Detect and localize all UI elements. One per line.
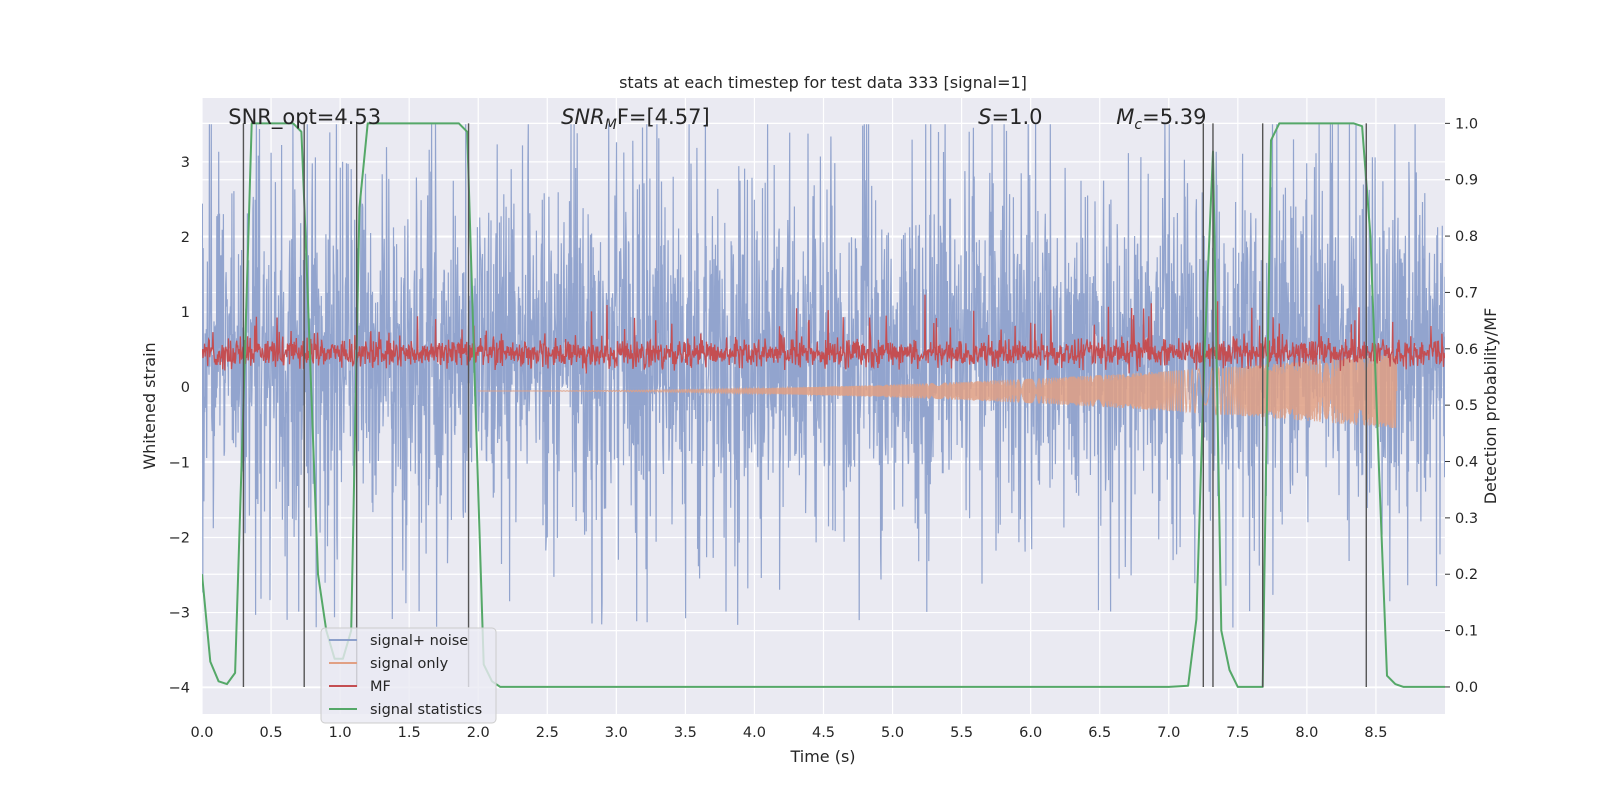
x-tick-label-17: 8.5: [1364, 725, 1387, 741]
series-signal-noise: [202, 124, 1445, 628]
y-right-tick-label-3: 0.7: [1455, 285, 1478, 301]
y-right-tick-label-0: 1.0: [1455, 116, 1478, 132]
y-left-tick-label-0: 3: [181, 155, 190, 171]
y-right-tick-label-8: 0.2: [1455, 567, 1478, 583]
x-tick-label-6: 3.0: [605, 725, 628, 741]
x-tick-label-4: 2.0: [467, 725, 490, 741]
x-tick-label-10: 5.0: [881, 725, 904, 741]
right-y-axis-ticks: 1.0 0.9 0.8 0.7 0.6 0.5 0.4 0.3 0.2 0.1 0.0: [1445, 116, 1478, 696]
y-left-tick-label-1: 2: [181, 230, 190, 246]
series-layer: [202, 122, 1445, 688]
x-tick-label-1: 0.5: [260, 725, 283, 741]
x-tick-label-12: 6.0: [1019, 725, 1042, 741]
y-right-tick-label-6: 0.4: [1455, 455, 1478, 471]
x-tick-label-14: 7.0: [1157, 725, 1180, 741]
y-right-tick-label-9: 0.1: [1455, 624, 1478, 640]
x-tick-label-3: 1.5: [398, 725, 421, 741]
legend: signal+ noise signal only MF signal stat…: [320, 627, 497, 724]
y-right-tick-label-10: 0.0: [1455, 680, 1478, 696]
left-y-axis-label: Whitened strain: [140, 342, 159, 469]
x-tick-label-8: 4.0: [743, 725, 766, 741]
x-tick-label-7: 3.5: [674, 725, 697, 741]
x-tick-label-5: 2.5: [536, 725, 559, 741]
legend-frame: [320, 627, 497, 724]
x-tick-label-0: 0.0: [190, 725, 213, 741]
x-tick-label-9: 4.5: [812, 725, 835, 741]
y-right-tick-label-5: 0.5: [1455, 398, 1478, 414]
y-right-tick-label-7: 0.3: [1455, 511, 1478, 527]
legend-label-signal-only: signal only: [370, 656, 449, 672]
legend-label-signal-noise: signal+ noise: [370, 633, 468, 649]
x-tick-label-16: 8.0: [1295, 725, 1318, 741]
annotation-0: SNR_opt=4.53: [228, 105, 381, 130]
x-tick-label-11: 5.5: [950, 725, 973, 741]
y-left-tick-label-2: 1: [181, 305, 190, 321]
series-signal-statistics: [202, 122, 1445, 688]
x-axis-ticks: 0.0 0.5 1.0 1.5 2.0 2.5 3.0 3.5 4.0 4.5 5.0 5.5 6.0 6…: [190, 725, 1387, 741]
annotation-2: S=1.0: [978, 105, 1042, 129]
legend-label-mf: MF: [370, 679, 391, 695]
x-tick-label-15: 7.5: [1226, 725, 1249, 741]
legend-label-signal-statistics: signal statistics: [370, 702, 482, 718]
y-left-tick-label-5: −2: [169, 530, 190, 546]
y-right-tick-label-4: 0.6: [1455, 342, 1478, 358]
annotation-1: SNRMF=[4.57]: [561, 105, 710, 133]
y-left-tick-label-3: 0: [181, 380, 190, 396]
annotation-3: Mc=5.39: [1116, 105, 1206, 133]
y-right-tick-label-1: 0.9: [1455, 173, 1478, 189]
x-tick-label-2: 1.0: [329, 725, 352, 741]
right-y-axis-label: Detection probability/MF: [1481, 308, 1500, 505]
annotations: SNR_opt=4.53 SNRMF=[4.57] S=1.0 Mc=5.39: [228, 105, 1206, 133]
y-left-tick-label-7: −4: [169, 681, 190, 697]
x-axis-label: Time (s): [789, 747, 855, 766]
y-right-tick-label-2: 0.8: [1455, 229, 1478, 245]
chart-title: stats at each timestep for test data 333…: [619, 73, 1027, 92]
series-mf: [202, 294, 1445, 374]
y-left-tick-label-4: −1: [169, 455, 190, 471]
vertical-markers: [242, 123, 1367, 687]
series-signal-only: [478, 353, 1398, 429]
left-y-axis-ticks: 3 2 1 0 −1 −2 −3 −4: [169, 155, 190, 697]
x-tick-label-13: 6.5: [1088, 725, 1111, 741]
y-left-tick-label-6: −3: [169, 606, 190, 622]
